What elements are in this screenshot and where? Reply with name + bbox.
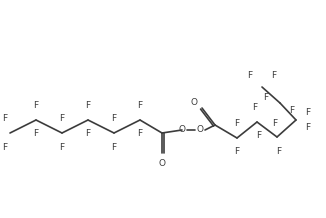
Text: F: F bbox=[257, 131, 261, 140]
Text: F: F bbox=[138, 102, 142, 111]
Text: F: F bbox=[85, 129, 91, 138]
Text: F: F bbox=[85, 102, 91, 111]
Text: F: F bbox=[59, 114, 65, 124]
Text: F: F bbox=[305, 123, 311, 131]
Text: F: F bbox=[34, 102, 38, 111]
Text: F: F bbox=[59, 143, 65, 152]
Text: F: F bbox=[289, 107, 295, 116]
Text: F: F bbox=[263, 94, 269, 102]
Text: F: F bbox=[111, 114, 117, 124]
Text: F: F bbox=[111, 143, 117, 152]
Text: F: F bbox=[34, 129, 38, 138]
Text: F: F bbox=[234, 148, 240, 157]
Text: O: O bbox=[197, 126, 203, 135]
Text: F: F bbox=[252, 104, 258, 112]
Text: F: F bbox=[138, 129, 142, 138]
Text: F: F bbox=[2, 143, 7, 152]
Text: F: F bbox=[272, 70, 276, 80]
Text: F: F bbox=[305, 109, 311, 118]
Text: F: F bbox=[234, 119, 240, 128]
Text: O: O bbox=[158, 158, 166, 167]
Text: O: O bbox=[179, 126, 185, 135]
Text: F: F bbox=[273, 119, 277, 128]
Text: O: O bbox=[190, 99, 198, 107]
Text: F: F bbox=[2, 114, 7, 124]
Text: F: F bbox=[247, 70, 253, 80]
Text: F: F bbox=[276, 146, 282, 155]
